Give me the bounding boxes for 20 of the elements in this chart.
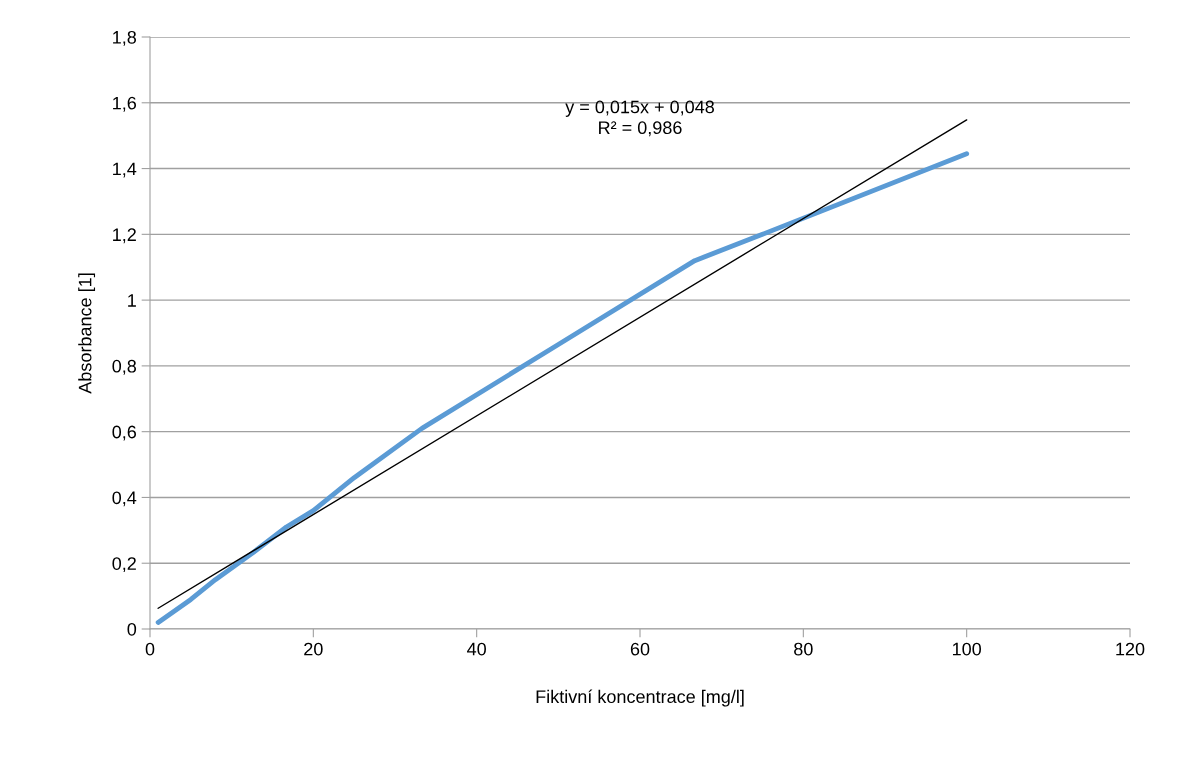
y-tick-label: 0,4 xyxy=(112,491,137,507)
x-tick-label: 120 xyxy=(1116,642,1145,656)
y-tick-label: 0,8 xyxy=(112,359,137,375)
x-tick-label: 100 xyxy=(952,642,982,656)
y-tick-label: 1,8 xyxy=(113,30,137,46)
x-tick-label: 60 xyxy=(630,642,650,656)
x-tick-label: 40 xyxy=(467,642,486,656)
x-axis-title: Fiktivní koncentrace [mg/l] xyxy=(536,689,744,707)
x-tick-label: 80 xyxy=(794,642,813,656)
x-tick-label: 20 xyxy=(304,642,323,656)
y-tick-label: 0,6 xyxy=(112,425,137,441)
y-tick-label: 1,4 xyxy=(113,162,137,178)
y-axis-title: Absorbance [1] xyxy=(78,273,96,394)
y-tick-label: 1,6 xyxy=(113,96,137,112)
y-tick-label: 0,2 xyxy=(112,557,136,573)
annotation: y = 0,015x + 0,048 R² = 0,986 xyxy=(565,100,715,137)
x-tick-label: 0 xyxy=(145,642,155,656)
y-tick-label: 0 xyxy=(127,622,137,636)
y-tick-label: 1,2 xyxy=(113,228,136,244)
y-tick-label: 1 xyxy=(128,294,136,307)
